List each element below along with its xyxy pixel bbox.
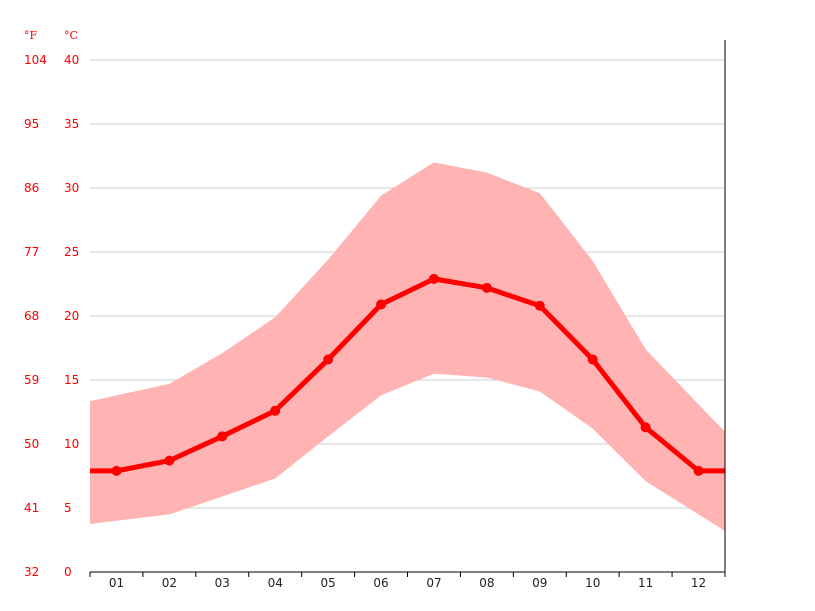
data-point bbox=[587, 354, 598, 365]
y-tick-label-celsius: 0 bbox=[64, 565, 72, 579]
data-point bbox=[270, 405, 281, 416]
x-tick-label: 08 bbox=[479, 576, 494, 590]
average-temperature-line bbox=[90, 273, 725, 476]
data-point bbox=[534, 300, 545, 311]
x-tick-label: 01 bbox=[109, 576, 124, 590]
x-tick-label: 05 bbox=[320, 576, 335, 590]
y-tick-label-fahrenheit: 86 bbox=[24, 181, 39, 195]
celsius-unit-label: °C bbox=[64, 29, 78, 42]
data-point bbox=[111, 465, 122, 476]
x-tick-label: 03 bbox=[215, 576, 230, 590]
data-point bbox=[481, 282, 492, 293]
y-tick-label-celsius: 5 bbox=[64, 501, 72, 515]
x-tick-label: 04 bbox=[268, 576, 283, 590]
x-tick-label: 12 bbox=[691, 576, 706, 590]
x-tick-label: 11 bbox=[638, 576, 653, 590]
y-tick-label-fahrenheit: 95 bbox=[24, 117, 39, 131]
average-line-path bbox=[90, 276, 725, 474]
data-point bbox=[376, 299, 387, 310]
x-tick-label: 07 bbox=[426, 576, 441, 590]
y-tick-label-fahrenheit: 32 bbox=[24, 565, 39, 579]
y-tick-label-fahrenheit: 50 bbox=[24, 437, 39, 451]
data-point bbox=[640, 422, 651, 433]
fahrenheit-unit-label: °F bbox=[24, 29, 38, 42]
x-tick-label: 10 bbox=[585, 576, 600, 590]
data-point bbox=[693, 465, 704, 476]
data-point bbox=[164, 455, 175, 466]
y-tick-label-fahrenheit: 77 bbox=[24, 245, 39, 259]
data-point bbox=[428, 273, 439, 284]
data-point bbox=[323, 354, 334, 365]
y-tick-label-celsius: 40 bbox=[64, 53, 79, 67]
axes bbox=[89, 40, 726, 577]
y-tick-label-celsius: 35 bbox=[64, 117, 79, 131]
y-tick-label-celsius: 20 bbox=[64, 309, 79, 323]
axis-labels: °F °C 0 32 5 41 10 50 15 59 20 68 25 77 30 86 35 95 40 10… bbox=[24, 29, 706, 590]
y-tick-label-fahrenheit: 68 bbox=[24, 309, 39, 323]
temperature-band bbox=[90, 162, 725, 532]
x-tick-label: 02 bbox=[162, 576, 177, 590]
y-tick-label-celsius: 25 bbox=[64, 245, 79, 259]
y-tick-label-fahrenheit: 104 bbox=[24, 53, 47, 67]
temperature-range-band bbox=[90, 162, 725, 532]
y-tick-label-celsius: 30 bbox=[64, 181, 79, 195]
y-tick-label-fahrenheit: 41 bbox=[24, 501, 39, 515]
y-tick-label-celsius: 15 bbox=[64, 373, 79, 387]
data-point bbox=[217, 431, 228, 442]
y-tick-label-celsius: 10 bbox=[64, 437, 79, 451]
x-tick-label: 09 bbox=[532, 576, 547, 590]
y-tick-label-fahrenheit: 59 bbox=[24, 373, 39, 387]
x-tick-label: 06 bbox=[373, 576, 388, 590]
